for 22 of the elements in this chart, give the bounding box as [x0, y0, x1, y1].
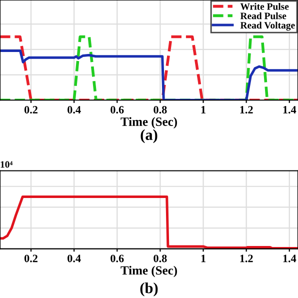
x-tick-label: 1.4	[283, 254, 296, 262]
legend-label: Read Voltage	[240, 22, 295, 31]
x-tick-label: 1	[201, 106, 206, 114]
x-tick-label: 0.4	[68, 254, 81, 262]
x-axis-title: Time (Sec)	[120, 266, 177, 278]
x-tick-label: 0.2	[24, 254, 38, 262]
x-tick-label: 1.2	[240, 254, 253, 262]
x-tick-label: 0.6	[110, 106, 124, 114]
x-tick-label: 0.6	[110, 254, 124, 262]
text: (a)	[140, 129, 158, 144]
x-tick-label: 0.8	[154, 254, 167, 262]
text: (b)	[140, 282, 158, 296]
x-tick-label: 0.8	[154, 106, 167, 114]
x-tick-label: 1.2	[240, 106, 253, 114]
x-tick-label: 0.2	[24, 106, 38, 114]
x-tick-label: 1.4	[283, 106, 296, 114]
x-tick-label: 0.4	[68, 106, 81, 114]
legend-label: Write Pulse	[240, 2, 289, 10]
x-axis-title: Time (Sec)	[120, 117, 177, 128]
text: 10⁴	[0, 161, 13, 168]
legend-label: Read Pulse	[240, 12, 286, 20]
x-tick-label: 1	[201, 254, 206, 262]
